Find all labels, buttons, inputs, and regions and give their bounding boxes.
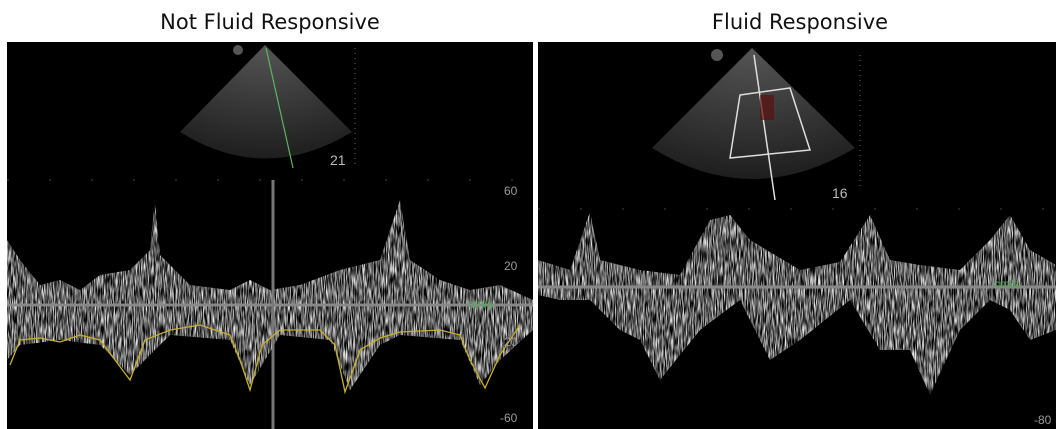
left-panel: 21 60 20 cm/s -20 -60 bbox=[7, 42, 533, 429]
panel-title: Fluid Responsive bbox=[712, 10, 888, 34]
scale-label: 60 bbox=[504, 184, 518, 198]
marker bbox=[711, 49, 723, 61]
marker bbox=[233, 45, 243, 55]
panel-title: Not Fluid Responsive bbox=[160, 10, 380, 34]
color-box bbox=[729, 87, 811, 159]
velocity-trace bbox=[9, 324, 521, 395]
ultrasound-sector bbox=[652, 48, 855, 179]
unit-label: cm/s bbox=[994, 277, 1019, 291]
scale-label: -80 bbox=[1034, 413, 1052, 427]
unit-label: cm/s bbox=[468, 297, 493, 311]
scale-label: -60 bbox=[500, 411, 518, 425]
color-flow bbox=[760, 95, 774, 120]
scale-label: 20 bbox=[504, 259, 518, 273]
cursor-line bbox=[753, 54, 776, 201]
scale-label: -20 bbox=[500, 335, 518, 349]
depth-label: 21 bbox=[330, 152, 346, 168]
depth-label: 16 bbox=[832, 185, 848, 201]
right-panel: 16 cm/s -80 bbox=[538, 42, 1056, 429]
cursor-line bbox=[265, 47, 294, 169]
ultrasound-sector bbox=[180, 45, 352, 159]
